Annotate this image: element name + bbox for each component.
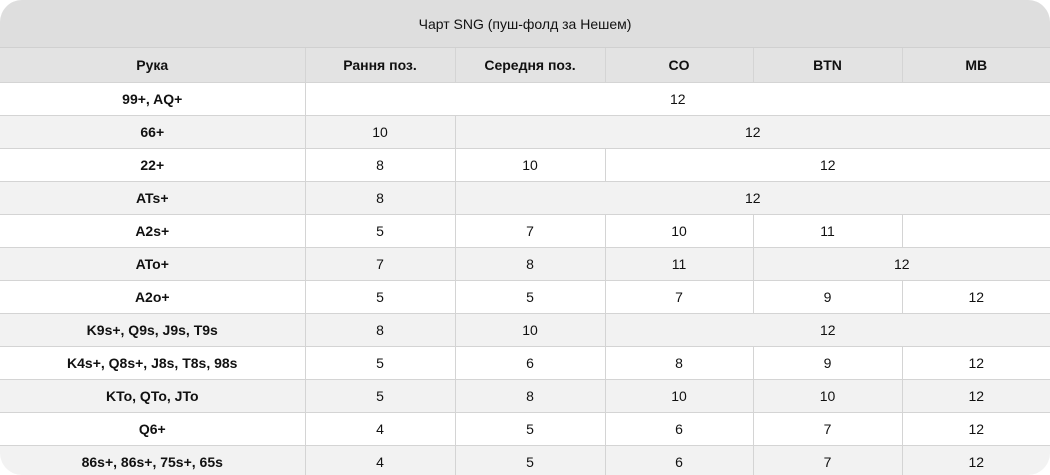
stack-cell: 11 (604, 247, 754, 281)
stack-cell: 12 (604, 148, 1050, 182)
stack-cell: 7 (752, 445, 903, 475)
stack-cell: 8 (304, 313, 456, 347)
stack-cell: 10 (304, 115, 456, 149)
stack-cell: 11 (752, 214, 903, 248)
hand-cell: 86s+, 86s+, 75s+, 65s (0, 445, 306, 475)
table-row: A2o+ 5 5 7 9 12 (0, 280, 1050, 314)
stack-cell: 8 (304, 148, 456, 182)
stack-cell: 4 (304, 412, 456, 446)
stack-cell: 6 (454, 346, 606, 380)
stack-cell: 10 (752, 379, 903, 413)
stack-cell: 6 (604, 445, 754, 475)
stack-cell: 8 (304, 181, 456, 215)
stack-cell: 5 (454, 280, 606, 314)
table-row: 22+ 8 10 12 (0, 148, 1050, 182)
stack-cell: 12 (901, 379, 1050, 413)
table-row: KTo, QTo, JTo 5 8 10 10 12 (0, 379, 1050, 413)
table-title: Чарт SNG (пуш-фолд за Нешем) (0, 0, 1050, 48)
column-header: Рука (0, 47, 306, 83)
stack-cell: 8 (604, 346, 754, 380)
column-header: CO (604, 47, 754, 83)
stack-cell: 5 (304, 346, 456, 380)
hand-cell: 66+ (0, 115, 306, 149)
stack-cell: 5 (304, 379, 456, 413)
stack-cell: 5 (454, 445, 606, 475)
table-row: K4s+, Q8s+, J8s, T8s, 98s 5 6 8 9 12 (0, 346, 1050, 380)
stack-cell: 7 (604, 280, 754, 314)
table-row: ATs+ 8 12 (0, 181, 1050, 215)
stack-cell: 4 (304, 445, 456, 475)
column-header: MB (901, 47, 1050, 83)
stack-cell: 8 (454, 379, 606, 413)
stack-cell: 6 (604, 412, 754, 446)
stack-cell: 12 (901, 346, 1050, 380)
stack-cell: 10 (454, 148, 606, 182)
stack-cell: 7 (752, 412, 903, 446)
hand-cell: ATs+ (0, 181, 306, 215)
table-row: 99+, AQ+ 12 (0, 82, 1050, 116)
stack-cell: 5 (454, 412, 606, 446)
hand-cell: Q6+ (0, 412, 306, 446)
stack-cell: 5 (304, 280, 456, 314)
stack-cell: 9 (752, 346, 903, 380)
stack-cell: 12 (901, 412, 1050, 446)
stack-cell: 10 (604, 214, 754, 248)
stack-cell: 12 (901, 280, 1050, 314)
table-row: 66+ 10 12 (0, 115, 1050, 149)
column-header: Рання поз. (304, 47, 456, 83)
stack-cell: 12 (454, 115, 1050, 149)
hand-cell: K4s+, Q8s+, J8s, T8s, 98s (0, 346, 306, 380)
stack-cell: 12 (604, 313, 1050, 347)
stack-cell: 7 (454, 214, 606, 248)
table-row: A2s+ 5 7 10 11 (0, 214, 1050, 248)
stack-cell: 8 (454, 247, 606, 281)
stack-cell (901, 214, 1050, 248)
hand-cell: A2s+ (0, 214, 306, 248)
hand-cell: 99+, AQ+ (0, 82, 306, 116)
hand-cell: ATo+ (0, 247, 306, 281)
hand-cell: 22+ (0, 148, 306, 182)
table-body: 99+, AQ+ 12 66+ 10 12 22+ 8 10 12 ATs+ 8 12 A2s+ 5 7 10… (0, 82, 1050, 475)
table-row: ATo+ 7 8 11 12 (0, 247, 1050, 281)
table-row: K9s+, Q9s, J9s, T9s 8 10 12 (0, 313, 1050, 347)
stack-cell: 10 (604, 379, 754, 413)
table-row: Q6+ 4 5 6 7 12 (0, 412, 1050, 446)
stack-cell: 10 (454, 313, 606, 347)
hand-cell: K9s+, Q9s, J9s, T9s (0, 313, 306, 347)
hand-cell: KTo, QTo, JTo (0, 379, 306, 413)
stack-cell: 9 (752, 280, 903, 314)
hand-cell: A2o+ (0, 280, 306, 314)
stack-cell: 12 (752, 247, 1050, 281)
header-row: Рука Рання поз. Середня поз. CO BTN MB (0, 47, 1050, 83)
stack-cell: 12 (454, 181, 1050, 215)
stack-cell: 12 (304, 82, 1050, 116)
column-header: BTN (752, 47, 903, 83)
column-header: Середня поз. (454, 47, 606, 83)
stack-cell: 5 (304, 214, 456, 248)
stack-cell: 12 (901, 445, 1050, 475)
table-row: 86s+, 86s+, 75s+, 65s 4 5 6 7 12 (0, 445, 1050, 475)
stack-cell: 7 (304, 247, 456, 281)
